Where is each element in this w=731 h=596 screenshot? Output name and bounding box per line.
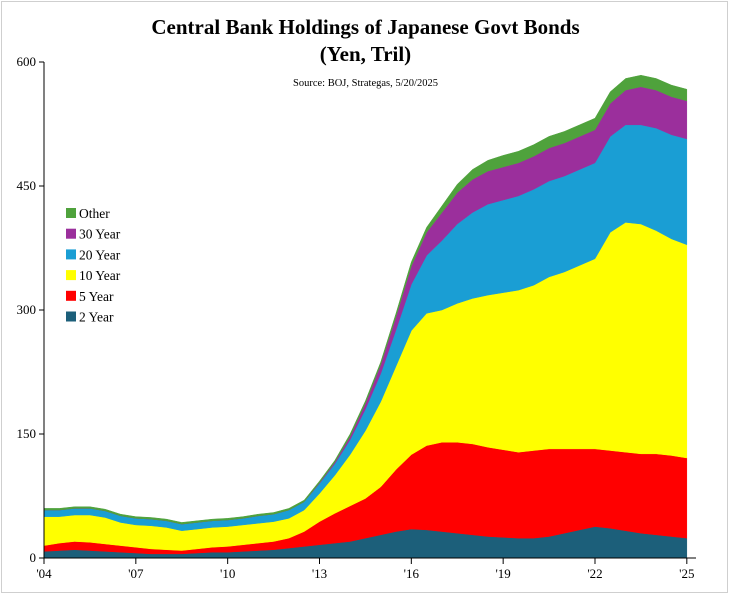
legend-swatch-20-year: [66, 249, 76, 260]
legend-label-2-year: 2 Year: [79, 310, 114, 325]
area-other: [43, 74, 688, 525]
legend-label-30-year: 30 Year: [79, 227, 121, 242]
y-tick-label: 150: [17, 426, 37, 441]
legend: Other 30 Year 20 Year 10 Year 5 Year 2 Year: [66, 206, 121, 325]
legend-swatch-other: [66, 208, 76, 218]
y-tick-label: 600: [17, 54, 37, 69]
area-layers: [43, 74, 688, 559]
y-tick-label: 300: [17, 302, 37, 317]
legend-swatch-10-year: [66, 270, 76, 281]
legend-swatch-30-year: [66, 228, 76, 239]
chart-source: Source: BOJ, Strategas, 5/20/2025: [293, 78, 438, 89]
x-tick-label: '22: [587, 566, 602, 581]
x-tick-label: '13: [312, 566, 327, 581]
x-tick-label: '04: [36, 566, 52, 581]
chart-title: Central Bank Holdings of Japanese Govt B…: [151, 15, 580, 39]
y-tick-label: 450: [17, 178, 37, 193]
legend-label-10-year: 10 Year: [79, 268, 121, 283]
legend-swatch-5-year: [66, 290, 76, 301]
x-tick-label: '10: [220, 566, 235, 581]
x-tick-label: '19: [495, 566, 510, 581]
chart-subtitle: (Yen, Tril): [319, 42, 412, 66]
legend-swatch-2-year: [66, 311, 76, 322]
legend-label-20-year: 20 Year: [79, 247, 121, 262]
x-tick-label: '25: [679, 566, 694, 581]
x-tick-label: '16: [404, 566, 420, 581]
legend-label-5-year: 5 Year: [79, 289, 114, 304]
legend-label-other: Other: [79, 206, 110, 221]
axes: 0 150 300 450 600 '04 '07 '10 '13 '16 '19 '22 '25: [17, 54, 696, 581]
x-tick-label: '07: [128, 566, 144, 581]
y-tick-label: 0: [30, 550, 37, 565]
